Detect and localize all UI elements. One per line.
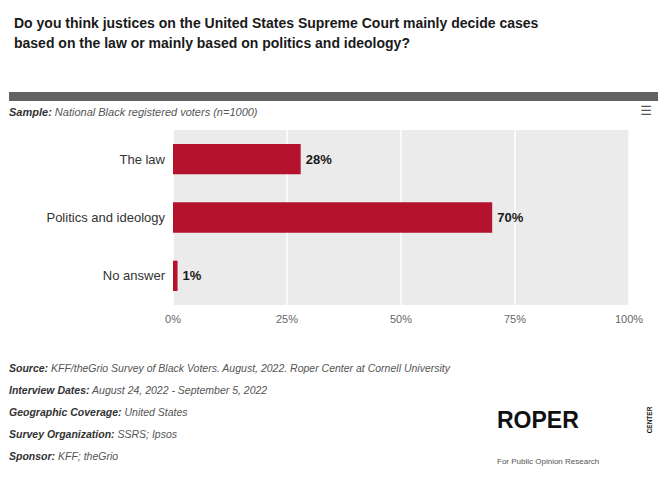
svg-text:CENTER: CENTER <box>646 406 653 433</box>
svg-text:28%: 28% <box>306 152 332 167</box>
svg-text:☰: ☰ <box>640 103 652 118</box>
svg-text:No answer: No answer <box>103 268 166 283</box>
svg-text:Politics and ideology: Politics and ideology <box>46 210 165 225</box>
svg-text:0%: 0% <box>165 313 181 325</box>
svg-text:Interview Dates:: Interview Dates: <box>9 384 90 396</box>
svg-text:The law: The law <box>119 152 165 167</box>
svg-text:75%: 75% <box>504 313 526 325</box>
svg-text:KFF; theGrio: KFF; theGrio <box>55 450 118 462</box>
svg-text:Source:: Source: <box>9 362 48 374</box>
svg-text:100%: 100% <box>615 313 643 325</box>
svg-text:For Public Opinion Research: For Public Opinion Research <box>497 457 599 466</box>
svg-text:Geographic Coverage:: Geographic Coverage: <box>9 406 122 418</box>
svg-text:50%: 50% <box>390 313 412 325</box>
svg-text:National Black registered vote: National Black registered voters (n=1000… <box>52 106 258 118</box>
svg-text:1%: 1% <box>183 268 202 283</box>
svg-text:25%: 25% <box>276 313 298 325</box>
svg-text:August 24, 2022 - September 5,: August 24, 2022 - September 5, 2022 <box>90 384 268 396</box>
svg-text:KFF/theGrio Survey of Black Vo: KFF/theGrio Survey of Black Voters. Augu… <box>48 362 451 374</box>
svg-text:70%: 70% <box>497 210 523 225</box>
svg-text:SSRS; Ipsos: SSRS; Ipsos <box>115 428 178 440</box>
svg-text:based on the law or mainly bas: based on the law or mainly based on poli… <box>14 35 410 51</box>
svg-text:Do you think justices on the U: Do you think justices on the United Stat… <box>14 15 539 31</box>
svg-text:Sponsor:: Sponsor: <box>9 450 55 462</box>
svg-text:United States: United States <box>122 406 189 418</box>
svg-text:Survey Organization:: Survey Organization: <box>9 428 115 440</box>
svg-text:Sample:: Sample: <box>9 106 52 118</box>
svg-text:ROPER: ROPER <box>497 407 579 433</box>
